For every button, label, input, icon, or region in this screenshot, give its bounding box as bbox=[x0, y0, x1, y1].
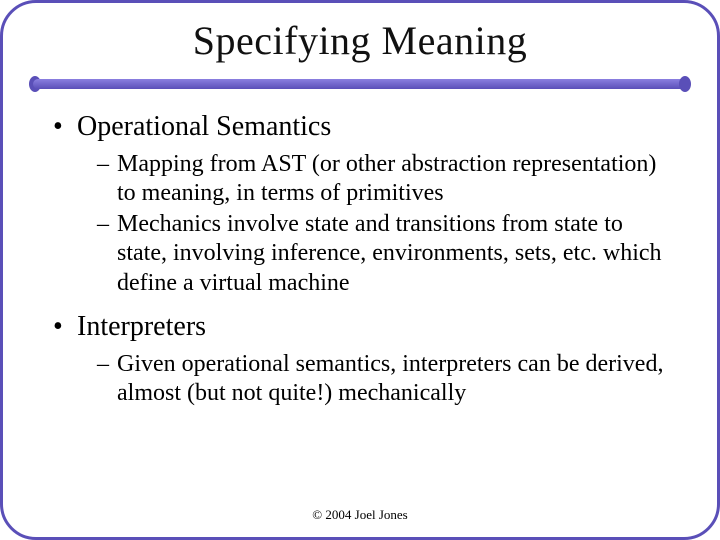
title-divider bbox=[33, 76, 687, 92]
divider-cap-right bbox=[679, 76, 691, 92]
slide-content: Operational Semantics Mapping from AST (… bbox=[3, 110, 717, 408]
bullet-given-semantics: Given operational semantics, interpreter… bbox=[97, 350, 677, 409]
bullet-mechanics-state: Mechanics involve state and transitions … bbox=[97, 210, 677, 298]
slide-title: Specifying Meaning bbox=[3, 17, 717, 64]
divider-bar bbox=[33, 79, 687, 89]
slide-frame: Specifying Meaning Operational Semantics… bbox=[0, 0, 720, 540]
bullet-interpreters: Interpreters bbox=[53, 310, 677, 344]
bullet-mapping-ast: Mapping from AST (or other abstraction r… bbox=[97, 150, 677, 209]
slide-footer: © 2004 Joel Jones bbox=[3, 507, 717, 523]
bullet-operational-semantics: Operational Semantics bbox=[53, 110, 677, 144]
